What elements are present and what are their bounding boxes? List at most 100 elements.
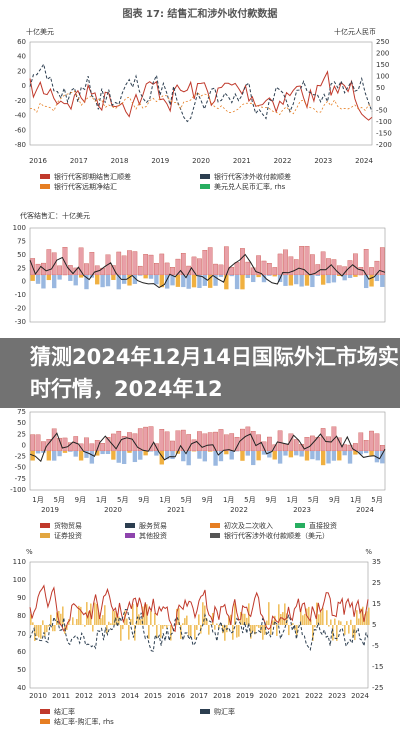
decorative-bar (266, 620, 268, 625)
y-tick-label: -25 (15, 453, 26, 461)
x-tick-label: 1月 (223, 496, 234, 504)
decorative-bar (213, 431, 218, 452)
decorative-bar (369, 451, 374, 456)
decorative-bar (127, 275, 132, 286)
decorative-bar (150, 610, 152, 625)
decorative-bar (42, 620, 44, 625)
x-tick-label: 2016 (29, 157, 47, 165)
decorative-bar (272, 620, 274, 625)
decorative-bar (369, 430, 374, 452)
decorative-bar (369, 275, 374, 287)
decorative-bar (240, 248, 245, 276)
x-tick-label: 1月 (96, 496, 107, 504)
decorative-bar (197, 275, 202, 288)
decorative-bar (267, 275, 272, 276)
decorative-bar (196, 625, 198, 630)
x-tick-label: 2014 (121, 692, 139, 700)
decorative-bar (229, 451, 234, 460)
x-tick-label: 2013 (98, 692, 116, 700)
decorative-bar (121, 451, 127, 465)
year-label: 2022 (230, 506, 248, 514)
decorative-bar (35, 434, 41, 452)
decorative-bar (380, 451, 385, 464)
decorative-bar (184, 618, 186, 625)
decorative-bar (143, 451, 148, 456)
decorative-bar (56, 612, 58, 625)
decorative-bar (310, 451, 315, 460)
decorative-bar (111, 451, 116, 460)
decorative-bar (62, 247, 68, 276)
decorative-bar (132, 603, 134, 625)
decorative-bar (326, 610, 328, 625)
decorative-bar (96, 604, 98, 625)
decorative-bar (175, 451, 181, 454)
y-tick-label: 40 (17, 53, 26, 61)
decorative-bar (267, 263, 272, 276)
left-unit: % (26, 548, 33, 556)
decorative-bar (258, 625, 260, 628)
y-tick-label: 25 (17, 264, 26, 272)
decorative-bar (242, 613, 244, 625)
decorative-bar (326, 451, 331, 464)
decorative-bar (270, 625, 272, 635)
decorative-bar (261, 260, 267, 276)
decorative-bar (358, 618, 360, 625)
decorative-bar (238, 625, 240, 637)
decorative-bar (206, 618, 208, 625)
decorative-bar (374, 433, 380, 452)
decorative-bar (52, 451, 57, 461)
decorative-bar (114, 611, 116, 625)
decorative-bar (336, 625, 338, 641)
legend-swatch (40, 719, 50, 724)
decorative-bar (68, 451, 73, 452)
panel-title: 图表 17: 结售汇和涉外收付款数据 (123, 7, 278, 20)
decorative-bar (160, 625, 162, 638)
decorative-bar (127, 250, 132, 276)
decorative-bar (191, 439, 197, 452)
decorative-bar (138, 451, 143, 460)
decorative-bar (148, 451, 154, 452)
decorative-bar (182, 623, 184, 625)
decorative-bar (288, 625, 290, 636)
decorative-bar (338, 620, 340, 625)
right-unit: 十亿元人民币 (334, 27, 376, 36)
decorative-bar (218, 625, 220, 629)
x-tick-label: 2019 (151, 157, 169, 165)
decorative-bar (251, 275, 256, 283)
decorative-bar (250, 625, 252, 639)
decorative-bar (347, 275, 353, 279)
decorative-bar (267, 451, 272, 458)
decorative-bar (251, 451, 256, 466)
decorative-bar (57, 275, 62, 280)
y-tick-label: 50 (17, 419, 26, 427)
y-tick-label: 0 (22, 82, 26, 90)
decorative-bar (254, 625, 256, 635)
decorative-bar (34, 625, 36, 641)
decorative-bar (224, 451, 229, 455)
legend-swatch (210, 523, 220, 528)
legend-swatch (210, 533, 220, 538)
y2-tick-label: 250 (376, 38, 389, 46)
decorative-bar (358, 451, 363, 455)
decorative-bar (245, 261, 251, 276)
decorative-bar (212, 612, 214, 625)
y2-tick-label: -15 (372, 663, 383, 671)
decorative-bar (72, 617, 74, 625)
decorative-bar (152, 625, 154, 627)
decorative-bar (95, 275, 100, 285)
decorative-bar (320, 275, 326, 285)
decorative-bar (54, 625, 56, 632)
y2-tick-label: -25 (372, 684, 383, 692)
decorative-bar (68, 275, 73, 281)
x-tick-label: 5月 (53, 496, 64, 504)
decorative-bar (116, 613, 118, 625)
decorative-bar (300, 609, 302, 625)
decorative-bar (283, 249, 288, 276)
decorative-bar (252, 625, 254, 632)
decorative-bar (137, 265, 143, 276)
x-tick-label: 2020 (259, 692, 277, 700)
decorative-bar (36, 625, 38, 637)
y2-tick-label: 25 (372, 579, 381, 587)
decorative-bar (306, 608, 308, 625)
